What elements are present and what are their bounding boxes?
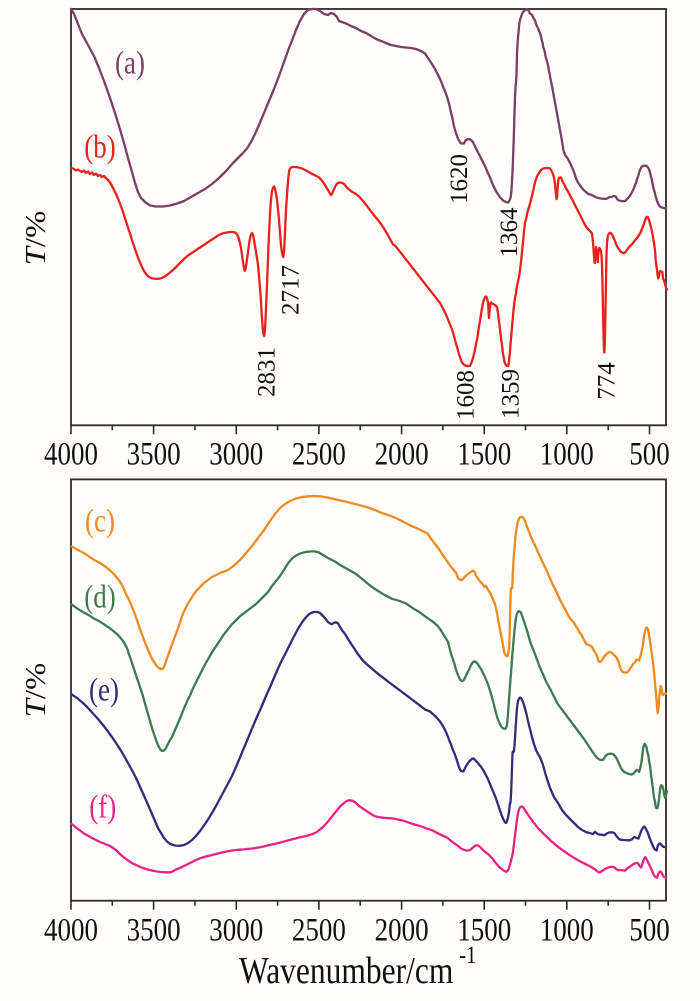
- svg-text:4000: 4000: [44, 912, 98, 948]
- svg-text:2831: 2831: [253, 347, 280, 397]
- svg-text:1500: 1500: [457, 912, 511, 948]
- svg-text:1620: 1620: [446, 154, 473, 204]
- svg-text:4000: 4000: [44, 436, 98, 472]
- svg-text:3000: 3000: [209, 436, 263, 472]
- svg-text:1000: 1000: [540, 436, 594, 472]
- svg-text:774: 774: [593, 362, 620, 400]
- svg-text:2000: 2000: [375, 912, 429, 948]
- svg-text:-1: -1: [459, 941, 476, 969]
- svg-text:1359: 1359: [497, 369, 524, 419]
- svg-text:(d): (d): [84, 579, 115, 615]
- svg-text:2000: 2000: [375, 436, 429, 472]
- svg-text:1500: 1500: [457, 436, 511, 472]
- svg-text:1608: 1608: [452, 370, 479, 420]
- svg-text:Wavenumber/cm: Wavenumber/cm: [239, 949, 453, 991]
- svg-text:T/%: T/%: [19, 211, 52, 266]
- svg-text:3500: 3500: [127, 912, 181, 948]
- svg-text:500: 500: [629, 912, 669, 948]
- svg-text:2500: 2500: [292, 912, 346, 948]
- svg-text:(f): (f): [89, 789, 116, 825]
- svg-text:2717: 2717: [277, 265, 304, 315]
- svg-text:(b): (b): [84, 129, 115, 165]
- svg-text:3500: 3500: [127, 436, 181, 472]
- svg-text:2500: 2500: [292, 436, 346, 472]
- svg-text:(a): (a): [115, 45, 145, 81]
- svg-text:T/%: T/%: [19, 663, 52, 718]
- svg-text:3000: 3000: [209, 912, 263, 948]
- svg-text:1000: 1000: [540, 912, 594, 948]
- svg-text:(e): (e): [89, 672, 119, 708]
- svg-text:500: 500: [629, 436, 669, 472]
- svg-text:(c): (c): [85, 503, 115, 539]
- svg-text:1364: 1364: [496, 207, 523, 258]
